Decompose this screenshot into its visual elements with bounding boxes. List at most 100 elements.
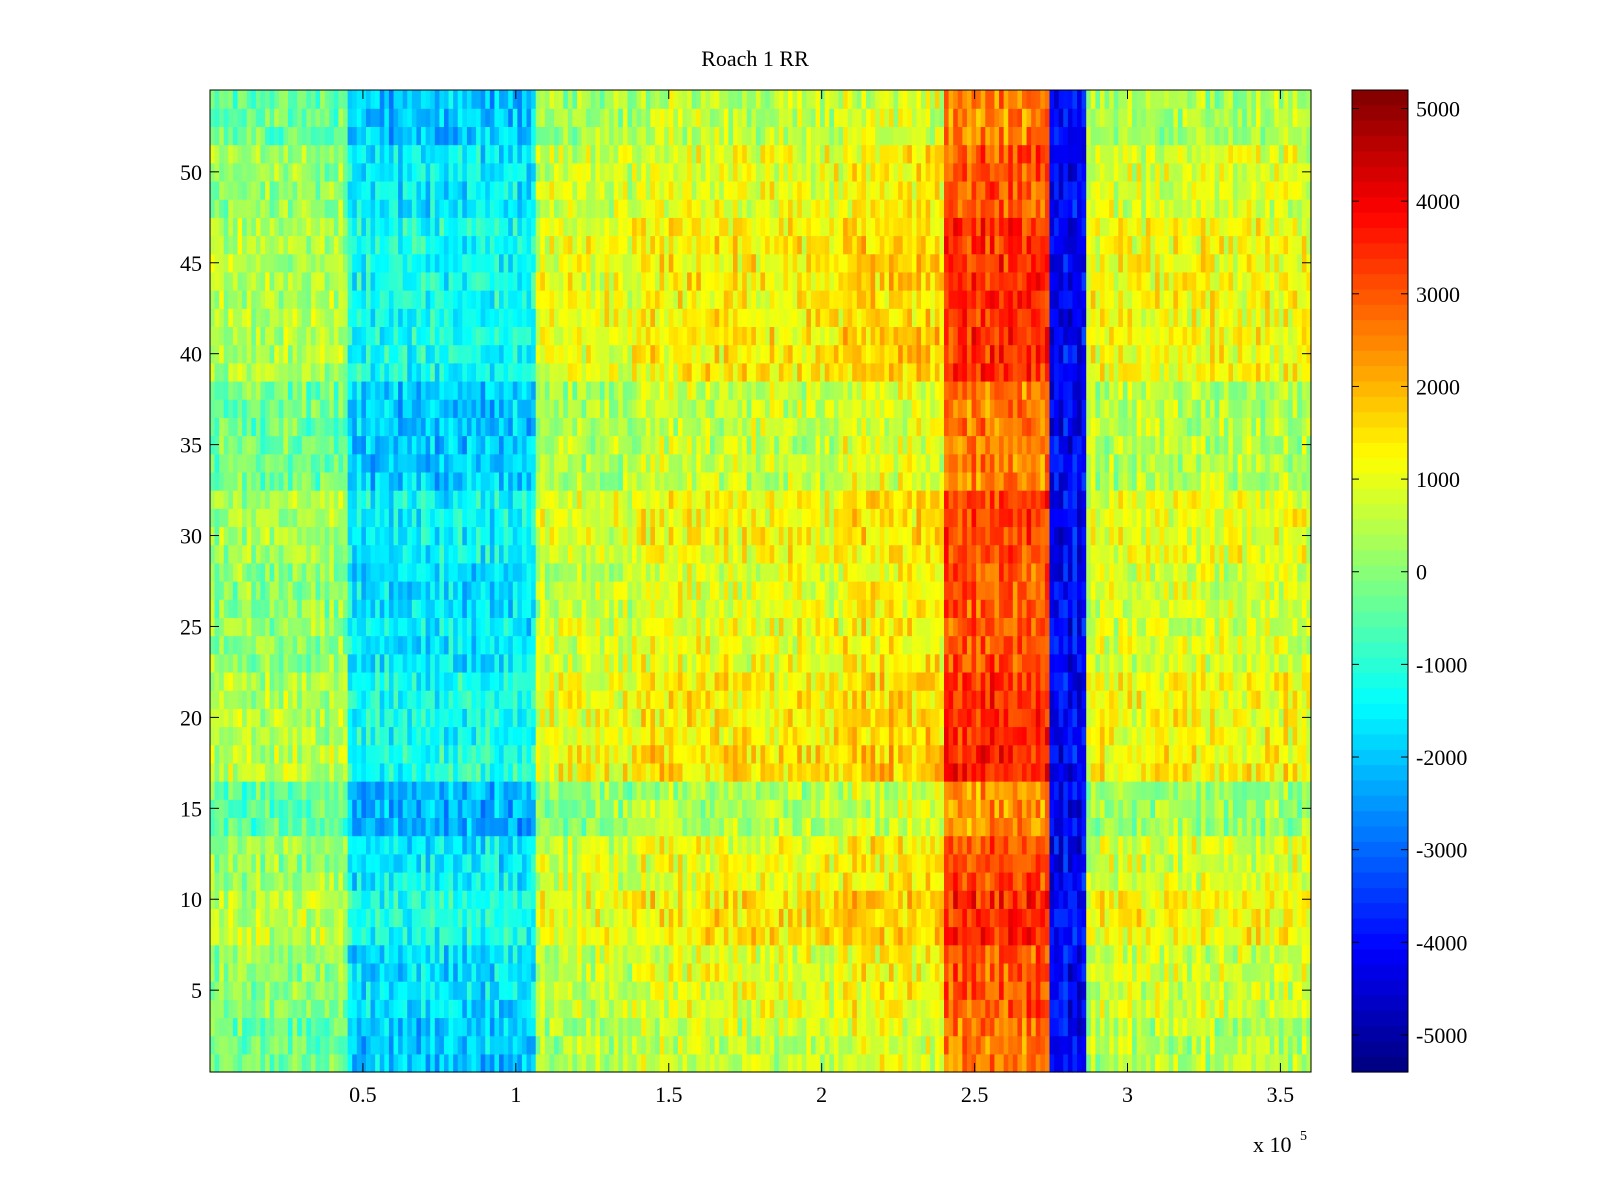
heatmap-cell (1283, 835, 1289, 855)
heatmap-cell (324, 926, 330, 946)
heatmap-cell (1210, 926, 1216, 946)
heatmap-cell (732, 799, 739, 819)
heatmap-cell (232, 1035, 239, 1055)
heatmap-cell (384, 1035, 390, 1055)
heatmap-cell (1246, 962, 1252, 982)
heatmap-cell (443, 962, 450, 982)
heatmap-cell (476, 999, 482, 1019)
heatmap-cell (443, 1035, 450, 1055)
heatmap-cell (214, 908, 220, 928)
heatmap-cell (682, 926, 688, 946)
heatmap-cell (242, 726, 248, 746)
heatmap-cell (1164, 1035, 1170, 1055)
heatmap-cell (810, 871, 817, 891)
heatmap-cell (957, 1035, 963, 1055)
heatmap-cell (622, 871, 629, 891)
heatmap-cell (439, 835, 445, 855)
heatmap-cell (659, 690, 665, 709)
heatmap-cell (1200, 799, 1207, 819)
heatmap-cell (1228, 1017, 1234, 1037)
heatmap-cell (999, 726, 1005, 746)
heatmap-cell (618, 781, 624, 800)
heatmap-cell (1159, 726, 1165, 746)
heatmap-cell (269, 944, 275, 964)
heatmap-cell (792, 799, 798, 819)
heatmap-cell (535, 744, 541, 764)
heatmap-cell (549, 744, 555, 764)
heatmap-cell (985, 853, 991, 873)
heatmap-cell (673, 871, 679, 891)
heatmap-cell (774, 726, 780, 746)
heatmap-cell (489, 999, 496, 1019)
heatmap-cell (760, 744, 766, 764)
heatmap-cell (1274, 1035, 1280, 1055)
heatmap-cell (957, 944, 963, 964)
heatmap-cell (517, 690, 523, 709)
heatmap-cell (425, 890, 431, 909)
heatmap-cell (393, 726, 399, 746)
heatmap-cell (255, 853, 262, 873)
heatmap-cell (613, 762, 619, 782)
heatmap-cell (320, 781, 326, 800)
heatmap-cell (1095, 944, 1101, 964)
heatmap-cell (1081, 1017, 1087, 1037)
heatmap-cell (797, 799, 803, 819)
heatmap-cell (1219, 835, 1225, 855)
heatmap-cell (260, 762, 266, 782)
heatmap-cell (246, 817, 252, 837)
heatmap-cell (1246, 999, 1252, 1019)
heatmap-cell (673, 962, 679, 982)
heatmap-cell (1159, 744, 1165, 764)
heatmap-cell (572, 781, 578, 800)
heatmap-cell (558, 853, 564, 873)
heatmap-cell (650, 1053, 656, 1073)
heatmap-cell (1054, 835, 1060, 855)
heatmap-cell (760, 871, 766, 891)
heatmap-cell (572, 890, 578, 909)
heatmap-cell (1228, 744, 1234, 764)
heatmap-cell (769, 708, 775, 728)
heatmap-cell (577, 981, 583, 1000)
heatmap-cell (1141, 726, 1147, 746)
heatmap-cell (503, 890, 509, 909)
heatmap-cell (939, 908, 945, 928)
heatmap-cell (1049, 871, 1055, 891)
heatmap-cell (1122, 1035, 1129, 1055)
heatmap-cell (411, 690, 418, 709)
heatmap-cell (1012, 708, 1018, 728)
heatmap-cell (810, 1017, 817, 1037)
heatmap-cell (687, 708, 693, 728)
heatmap-cell (641, 871, 647, 891)
heatmap-cell (1219, 853, 1225, 873)
heatmap-cell (888, 908, 895, 928)
heatmap-cell (379, 781, 385, 800)
heatmap-cell (1077, 871, 1083, 891)
heatmap-cell (944, 726, 950, 746)
heatmap-cell (255, 871, 262, 891)
heatmap-cell (723, 781, 729, 800)
heatmap-cell (448, 908, 454, 928)
heatmap-cell (352, 944, 358, 964)
heatmap-cell (1021, 981, 1028, 1000)
heatmap-cell (214, 690, 220, 709)
heatmap-cell (627, 708, 633, 728)
heatmap-cell (751, 1053, 757, 1073)
heatmap-cell (439, 1035, 445, 1055)
heatmap-cell (751, 871, 757, 891)
heatmap-cell (365, 999, 372, 1019)
heatmap-cell (710, 962, 716, 982)
heatmap-cell (1086, 853, 1092, 873)
heatmap-cell (1187, 835, 1193, 855)
heatmap-cell (989, 1017, 996, 1037)
heatmap-cell (352, 962, 358, 982)
heatmap-cell (1063, 944, 1069, 964)
heatmap-cell (554, 708, 560, 728)
heatmap-cell (953, 762, 959, 782)
heatmap-cell (462, 708, 468, 728)
heatmap-cell (421, 999, 427, 1019)
heatmap-cell (632, 926, 638, 946)
heatmap-cell (320, 726, 326, 746)
heatmap-cell (586, 944, 592, 964)
heatmap-cell (801, 1017, 807, 1037)
heatmap-cell (1136, 799, 1142, 819)
